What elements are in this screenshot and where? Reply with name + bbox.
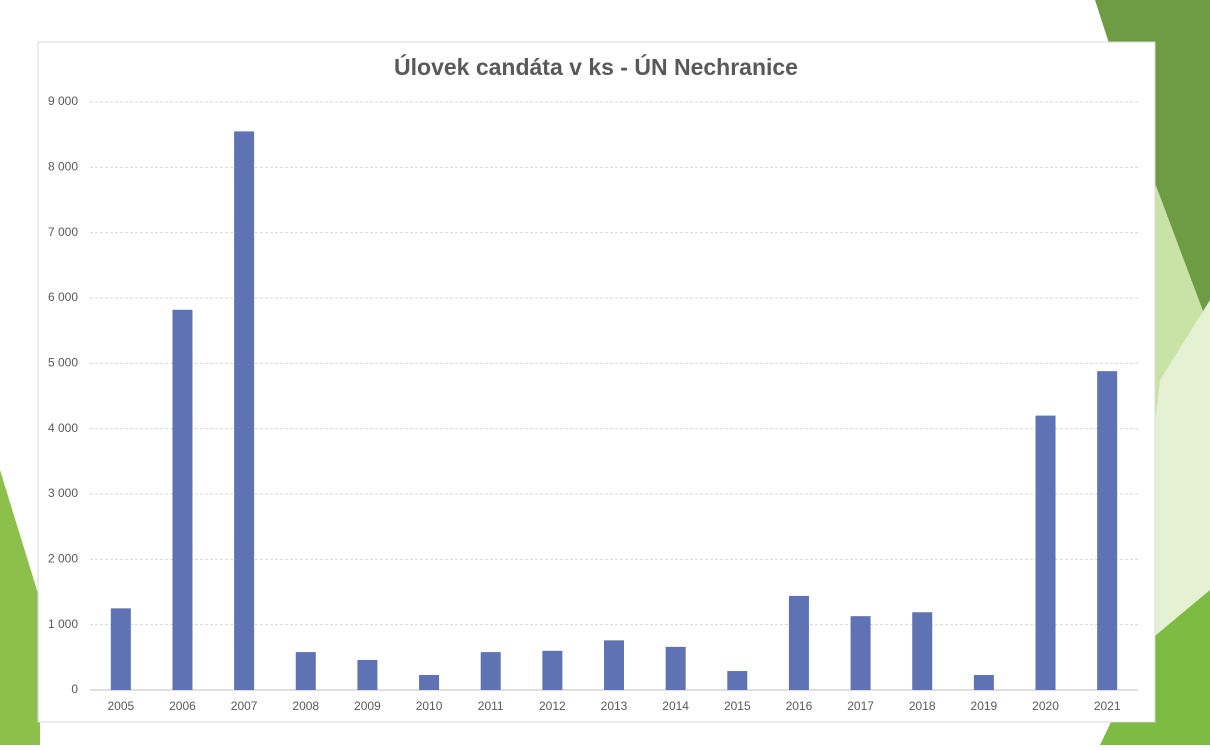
- x-tick-label: 2021: [1094, 699, 1121, 713]
- x-tick-label: 2017: [847, 699, 874, 713]
- x-tick-label: 2010: [416, 699, 443, 713]
- x-tick-label: 2020: [1032, 699, 1059, 713]
- y-tick-label: 2 000: [48, 552, 78, 566]
- x-tick-label: 2019: [971, 699, 998, 713]
- bar: [295, 652, 316, 690]
- y-tick-label: 3 000: [48, 486, 78, 500]
- y-tick-label: 8 000: [48, 160, 78, 174]
- x-tick-label: 2009: [354, 699, 381, 713]
- x-tick-label: 2007: [231, 699, 258, 713]
- bar: [357, 659, 378, 690]
- bar: [665, 646, 686, 690]
- bar: [234, 131, 255, 690]
- x-tick-label: 2013: [601, 699, 628, 713]
- y-tick-label: 5 000: [48, 356, 78, 370]
- bar: [1097, 371, 1118, 690]
- bar: [850, 616, 871, 690]
- x-tick-label: 2015: [724, 699, 751, 713]
- bar: [480, 652, 501, 690]
- x-tick-label: 2014: [662, 699, 689, 713]
- bar: [542, 650, 563, 690]
- bar: [912, 612, 933, 690]
- bar: [727, 671, 748, 690]
- chart-area: [37, 41, 1156, 723]
- bar: [788, 595, 809, 690]
- x-tick-label: 2018: [909, 699, 936, 713]
- bar: [419, 674, 440, 690]
- bar: [604, 640, 624, 690]
- y-tick-label: 6 000: [48, 290, 78, 304]
- x-tick-label: 2012: [539, 699, 566, 713]
- x-tick-label: 2016: [786, 699, 813, 713]
- x-tick-label: 2005: [107, 699, 134, 713]
- bar: [110, 608, 131, 690]
- bar: [172, 309, 193, 690]
- chart-title: Úlovek candáta v ks - ÚN Nechranice: [394, 53, 798, 80]
- y-tick-label: 0: [71, 682, 78, 696]
- y-tick-label: 7 000: [48, 225, 78, 239]
- bar: [973, 674, 994, 690]
- y-tick-label: 9 000: [48, 94, 78, 108]
- x-tick-label: 2011: [478, 699, 504, 713]
- y-tick-label: 4 000: [48, 421, 78, 435]
- x-tick-label: 2008: [292, 699, 319, 713]
- bar: [1035, 415, 1056, 690]
- x-tick-label: 2006: [169, 699, 196, 713]
- y-tick-label: 1 000: [48, 617, 78, 631]
